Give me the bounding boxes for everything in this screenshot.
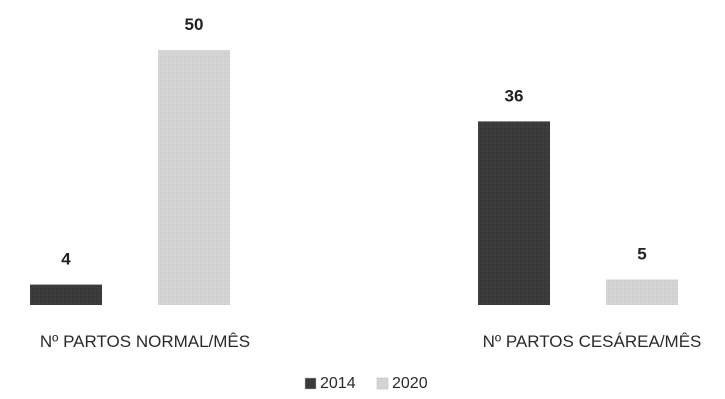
category-label: Nº PARTOS NORMAL/MÊS [40,332,250,351]
legend-label: 2014 [320,375,356,392]
data-label: 4 [61,250,71,269]
category-label: Nº PARTOS CESÁREA/MÊS [483,332,702,351]
data-label: 36 [505,86,524,105]
legend-swatch [304,377,317,390]
legend: 2014 2020 [304,375,428,392]
data-label: 5 [637,245,646,264]
bar-texture [606,279,678,305]
bar-texture [30,284,102,305]
plot-area: 4 50 Nº PARTOS NORMAL/MÊS 36 5 Nº PARTOS CESÁ… [30,15,701,351]
bar-texture [158,50,230,305]
legend-label: 2020 [392,375,428,392]
data-label: 50 [185,15,204,34]
legend-swatch [376,377,389,390]
bar-texture [478,121,550,306]
